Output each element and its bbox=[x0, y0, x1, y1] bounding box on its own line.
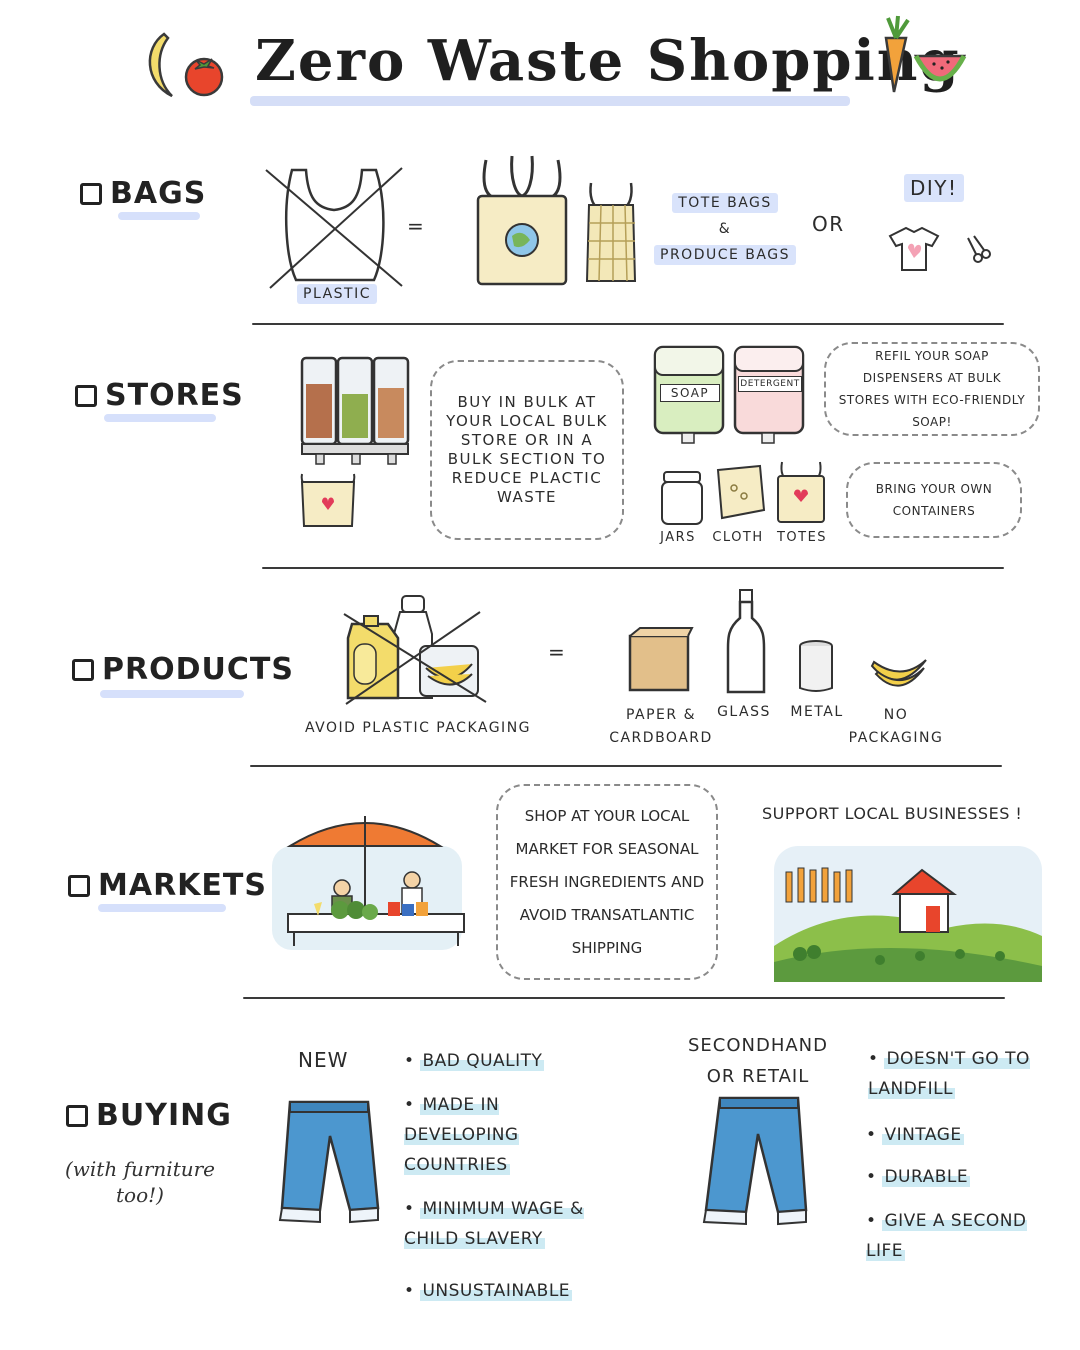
soap-label: SOAP bbox=[660, 384, 720, 402]
cardboard-box-icon bbox=[628, 627, 694, 692]
second-point-4: • GIVE A SECOND LIFE bbox=[866, 1211, 1027, 1261]
second-point-1: • DOESN'T GO TO LANDFILL bbox=[868, 1049, 1030, 1099]
tote-small-icon bbox=[777, 461, 825, 523]
support-local-text: SUPPORT LOCAL BUSINESSES ! bbox=[762, 804, 1023, 823]
produce-bag-icon bbox=[585, 182, 637, 282]
section-label-bags: BAGS bbox=[80, 176, 206, 211]
secondhand-heading: SECONDHAND OR RETAIL bbox=[687, 1035, 829, 1087]
diy-text: DIY! bbox=[904, 174, 964, 202]
equals-sign-products: = bbox=[548, 640, 567, 664]
new-heading: NEW bbox=[298, 1048, 349, 1072]
detergent-label: DETERGENT bbox=[738, 376, 802, 392]
second-point-3: • DURABLE bbox=[866, 1167, 971, 1187]
checkbox-icon[interactable] bbox=[68, 875, 90, 897]
glass-caption: GLASS bbox=[717, 704, 771, 720]
bulk-text: BUY IN BULK AT YOUR LOCAL BULK STORE OR … bbox=[446, 393, 608, 506]
checkbox-icon[interactable] bbox=[75, 385, 97, 407]
new-point-3: • MINIMUM WAGE & CHILD SLAVERY bbox=[404, 1199, 584, 1249]
tote-bags-text: TOTE BAGS bbox=[672, 193, 778, 213]
cloth-bag-icon bbox=[716, 464, 766, 520]
equals-sign: = bbox=[407, 214, 426, 238]
title-underline bbox=[250, 96, 850, 106]
paper-cardboard-caption: PAPER & CARDBOARD bbox=[609, 707, 713, 746]
section-label-stores: STORES bbox=[75, 378, 244, 413]
totes-caption: TOTES bbox=[776, 530, 828, 545]
tomato-icon bbox=[184, 57, 224, 97]
section-label-markets: MARKETS bbox=[68, 868, 267, 903]
jar-icon bbox=[661, 471, 703, 525]
bulk-dispensers-icon bbox=[300, 356, 410, 527]
bulk-cloud: BUY IN BULK AT YOUR LOCAL BULK STORE OR … bbox=[430, 360, 624, 540]
checkbox-icon[interactable] bbox=[66, 1105, 88, 1127]
plastic-bag-crossed-icon bbox=[265, 167, 403, 289]
market-text: SHOP AT YOUR LOCAL MARKET FOR SEASONAL F… bbox=[509, 806, 705, 957]
tote-bag-icon bbox=[476, 155, 568, 286]
jars-caption: JARS bbox=[660, 530, 696, 545]
avoid-plastic-caption: AVOID PLASTIC PACKAGING bbox=[304, 720, 532, 736]
checkbox-icon[interactable] bbox=[72, 659, 94, 681]
glass-bottle-icon bbox=[726, 589, 766, 694]
ampersand-text: & bbox=[718, 221, 732, 237]
banana-icon bbox=[148, 32, 173, 98]
new-point-4: • UNSUSTAINABLE bbox=[404, 1281, 573, 1301]
secondhand-jeans-icon bbox=[702, 1096, 808, 1226]
farm-landscape-illustration bbox=[774, 846, 1042, 982]
or-text: OR bbox=[812, 212, 845, 236]
detergent-dispenser-icon bbox=[733, 345, 805, 444]
refill-text: REFIL YOUR SOAP DISPENSERS AT BULK STORE… bbox=[838, 349, 1026, 429]
bring-containers-text: BRING YOUR OWN CONTAINERS bbox=[875, 482, 993, 518]
new-jeans-icon bbox=[278, 1100, 380, 1224]
metal-can-icon bbox=[799, 640, 833, 692]
produce-bags-text: PRODUCE BAGS bbox=[654, 245, 796, 265]
cloth-caption: CLOTH bbox=[712, 530, 764, 545]
furniture-note: (with furniture too!) bbox=[64, 1157, 216, 1207]
bring-containers-cloud: BRING YOUR OWN CONTAINERS bbox=[846, 462, 1022, 538]
market-stall-illustration bbox=[272, 816, 465, 950]
new-point-1: • BAD QUALITY bbox=[404, 1051, 545, 1071]
section-label-products: PRODUCTS bbox=[72, 652, 294, 687]
no-packaging-caption: NO PACKAGING bbox=[848, 707, 944, 746]
watermelon-icon bbox=[913, 54, 967, 82]
metal-caption: METAL bbox=[790, 704, 844, 720]
market-cloud: SHOP AT YOUR LOCAL MARKET FOR SEASONAL F… bbox=[496, 784, 718, 980]
refill-cloud: REFIL YOUR SOAP DISPENSERS AT BULK STORE… bbox=[824, 342, 1040, 436]
plastic-caption: PLASTIC bbox=[297, 284, 377, 304]
new-point-2: • MADE IN DEVELOPING COUNTRIES bbox=[404, 1095, 519, 1175]
tshirt-scissors-icon bbox=[888, 226, 991, 271]
page-title: Zero Waste Shopping bbox=[255, 28, 961, 94]
checkbox-icon[interactable] bbox=[80, 183, 102, 205]
carrot-icon bbox=[884, 15, 910, 93]
second-point-2: • VINTAGE bbox=[866, 1125, 964, 1145]
plastic-packaging-crossed-icon bbox=[343, 595, 487, 705]
section-label-buying: BUYING bbox=[66, 1098, 232, 1133]
banana-bunch-icon bbox=[870, 659, 927, 687]
